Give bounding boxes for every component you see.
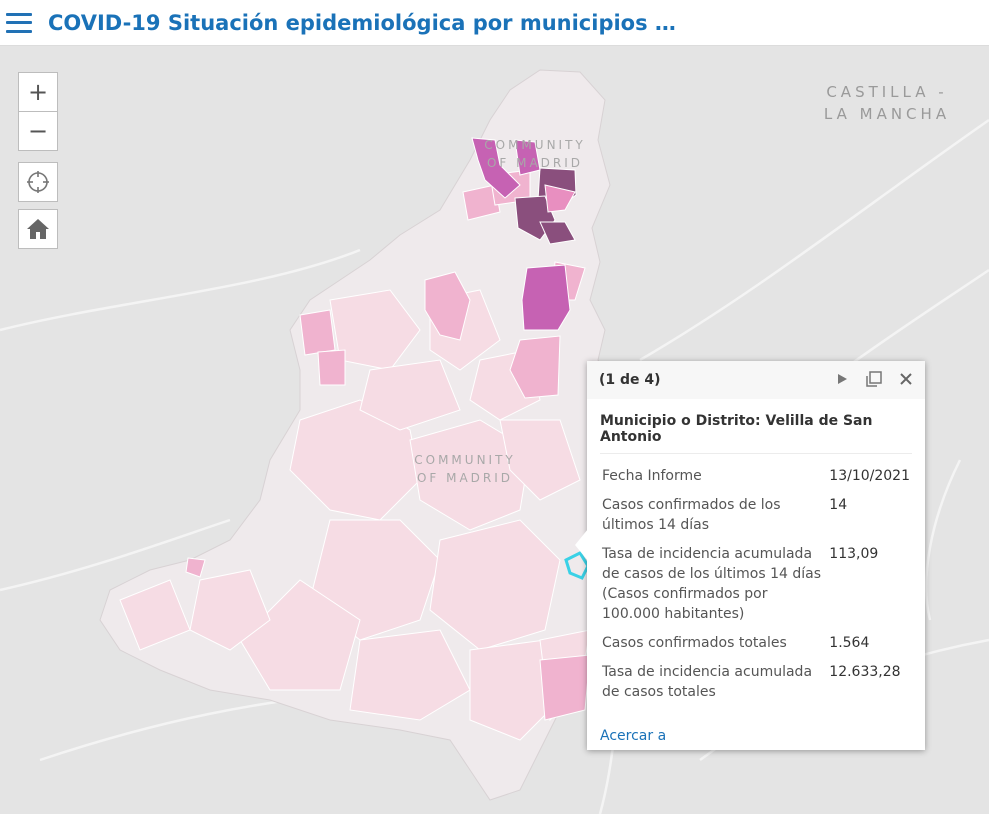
choropleth-medium: [185, 169, 591, 721]
home-icon: [27, 219, 49, 239]
attribute-key: Casos confirmados de los últimos 14 días: [602, 497, 781, 533]
attribute-table: Fecha Informe 13/10/2021 Casos confirmado…: [600, 462, 912, 707]
popup-actions: [833, 370, 915, 388]
zoom-to-link[interactable]: Acercar a: [600, 728, 667, 744]
page-title: COVID-19 Situación epidemiológica por mu…: [48, 10, 688, 35]
table-row: Casos confirmados totales 1.564: [600, 629, 912, 658]
region-label-line: LA MANCHA: [823, 105, 951, 123]
attribute-key: Fecha Informe: [602, 468, 702, 484]
attribute-value: 14: [829, 497, 848, 513]
attribute-value: 1.564: [829, 635, 870, 651]
region-label-line: OF MADRID: [486, 156, 584, 170]
choropleth-dark: [471, 137, 577, 331]
zoom-out-button[interactable]: −: [19, 111, 57, 150]
hamburger-menu-icon[interactable]: [6, 12, 32, 33]
crosshair-icon: [27, 171, 49, 193]
region-label-community-center: COMMUNITY OF MADRID: [400, 451, 530, 487]
zoom-in-button[interactable]: +: [27, 78, 49, 106]
feature-popup: (1 de 4) Municipio o Distrito: Velilla d…: [575, 361, 925, 750]
attribute-key: Tasa de incidencia acumulada de casos de…: [602, 546, 821, 622]
attribute-key: Casos confirmados totales: [602, 635, 787, 651]
region-label-line: COMMUNITY: [484, 138, 586, 152]
attribute-value: 13/10/2021: [829, 468, 910, 484]
attribute-value: 113,09: [829, 546, 879, 562]
app-header: COVID-19 Situación epidemiológica por mu…: [0, 0, 989, 46]
zoom-control: + −: [18, 72, 58, 151]
popup-pointer: [575, 529, 588, 561]
region-label-line: COMMUNITY: [414, 453, 516, 467]
region-label-line: CASTILLA -: [826, 83, 948, 101]
popup-title: Municipio o Distrito: Velilla de San Ant…: [600, 413, 912, 454]
table-row: Fecha Informe 13/10/2021: [600, 462, 912, 491]
home-button[interactable]: [18, 209, 58, 249]
region-label-castilla: CASTILLA - LA MANCHA: [812, 81, 962, 125]
popup-header: (1 de 4): [587, 361, 925, 399]
table-row: Tasa de incidencia acumulada de casos de…: [600, 540, 912, 629]
dock-icon[interactable]: [865, 370, 883, 388]
close-icon[interactable]: [897, 370, 915, 388]
table-row: Tasa de incidencia acumulada de casos to…: [600, 658, 912, 707]
popup-counter: (1 de 4): [599, 372, 661, 388]
attribute-value: 12.633,28: [829, 664, 901, 680]
locate-button[interactable]: [18, 162, 58, 202]
region-label-community-north: COMMUNITY OF MADRID: [470, 136, 600, 172]
region-label-line: OF MADRID: [416, 471, 514, 485]
table-row: Casos confirmados de los últimos 14 días…: [600, 491, 912, 540]
attribute-key: Tasa de incidencia acumulada de casos to…: [602, 664, 813, 700]
play-icon[interactable]: [833, 370, 851, 388]
